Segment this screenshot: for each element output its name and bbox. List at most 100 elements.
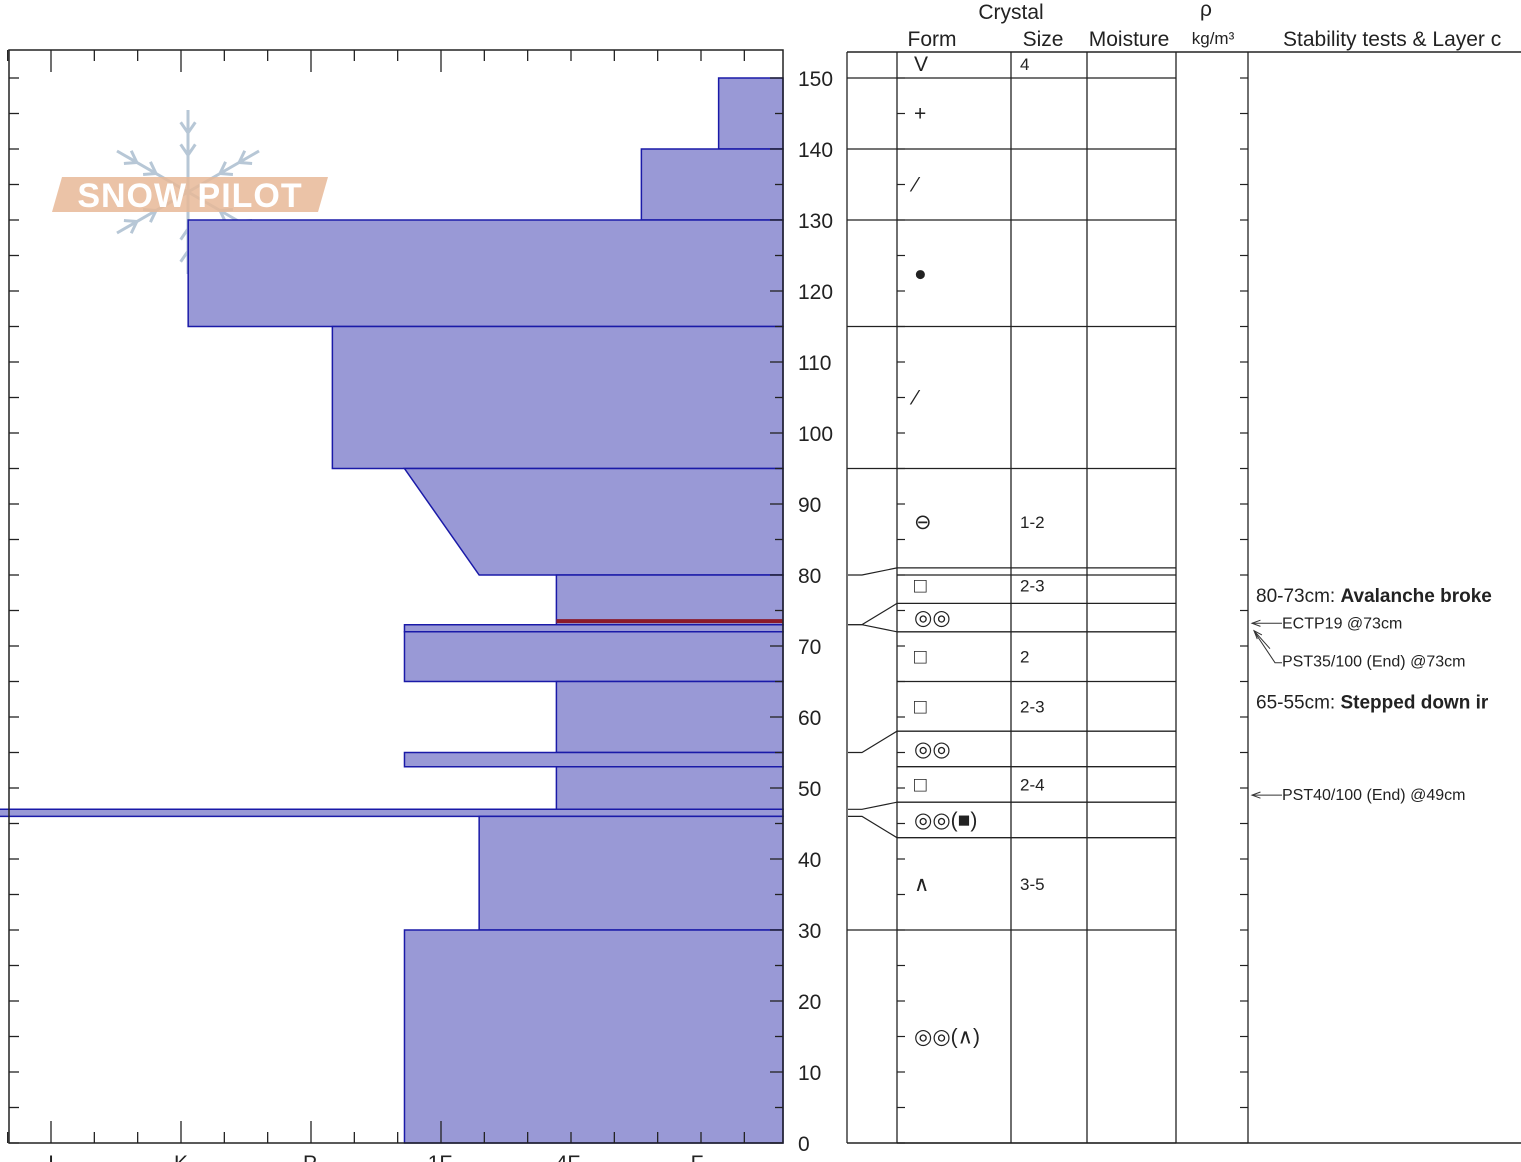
flake-branch — [237, 150, 247, 164]
test-arrow — [1253, 630, 1271, 650]
stability-test-label: ECTP19 @73cm — [1282, 615, 1402, 632]
grain-form-symbol: ⊖ — [914, 511, 932, 534]
grain-size-label: 3-5 — [1020, 875, 1045, 894]
height-tick-label: 30 — [798, 920, 821, 943]
hardness-tick-label: K — [174, 1152, 188, 1162]
grain-form-symbol: ◎◎(∧) — [914, 1026, 980, 1049]
hardness-bar — [0, 808, 784, 818]
density-unit-header: kg/m³ — [1192, 29, 1235, 48]
height-tick-label: 50 — [798, 778, 821, 801]
stability-test-label: PST40/100 (End) @49cm — [1282, 787, 1465, 804]
hardness-bar — [640, 148, 784, 221]
hardness-axis: I K P 1F 4F F — [7, 49, 784, 1162]
hardness-bars — [0, 77, 784, 1144]
flake-branch — [129, 150, 139, 164]
flake-branch — [129, 220, 139, 234]
layer-comment-text: Stepped down ir — [1340, 693, 1488, 714]
grain-form-symbol: □ — [914, 773, 927, 796]
hardness-bar — [717, 77, 784, 150]
grain-form-symbol: □ — [914, 575, 927, 598]
boundary-connector — [848, 602, 898, 626]
grain-form-symbol: □ — [914, 646, 927, 669]
grain-form-symbol: □ — [914, 695, 927, 718]
grain-size-label: 1-2 — [1020, 513, 1045, 532]
flake-branch — [186, 143, 197, 156]
table-headers: Crystal Form Size Moisture ρ kg/m³ Stabi… — [908, 0, 1502, 51]
grain-form-symbol: ◎◎ — [914, 607, 951, 630]
flake-branch — [149, 209, 158, 223]
hardness-bar — [403, 631, 784, 683]
form-header: Form — [908, 28, 957, 51]
hardness-bar — [187, 219, 784, 328]
hardness-tick-label: I — [48, 1152, 54, 1162]
grain-size-label: 2-3 — [1020, 577, 1045, 596]
hardness-bar — [331, 325, 784, 470]
flake-branch — [179, 228, 190, 241]
hardness-tick-label: F — [691, 1152, 704, 1162]
rho-header: ρ — [1200, 0, 1212, 21]
hardness-frame — [8, 49, 784, 1144]
layer-comment-range: 65-55cm: — [1256, 693, 1340, 714]
flake-branch — [239, 160, 253, 165]
grain-form-symbol: + — [914, 103, 926, 126]
crystal-header: Crystal — [978, 1, 1043, 24]
grain-size-label: 2-3 — [1020, 697, 1045, 716]
stability-test-label: PST35/100 (End) @73cm — [1282, 654, 1465, 671]
grain-form-symbol: V — [914, 53, 928, 76]
hardness-bar — [403, 467, 784, 576]
test-arrow-head — [1250, 619, 1261, 627]
grain-form-symbol: ∧ — [914, 873, 929, 896]
test-arrow-head — [1253, 629, 1263, 640]
boundary-connector — [848, 567, 898, 576]
height-tick-label: 100 — [798, 423, 833, 446]
grain-size-label: 2 — [1020, 648, 1029, 667]
flake-branch — [123, 219, 137, 224]
hardness-bar — [478, 815, 784, 931]
flake-branch — [179, 250, 190, 263]
layer-comment-range: 80-73cm: — [1256, 586, 1340, 607]
hardness-bar — [555, 680, 784, 754]
boundary-connector — [848, 624, 898, 633]
grain-size-label: 4 — [1020, 55, 1029, 74]
height-tick-label: 150 — [798, 68, 833, 91]
layer-comment-text: Avalanche broke — [1340, 586, 1491, 607]
flake-branch — [142, 172, 157, 177]
boundary-connector — [848, 730, 898, 754]
height-tick-label: 0 — [798, 1133, 810, 1156]
test-leader — [1254, 632, 1282, 664]
hardness-bar — [555, 765, 784, 811]
stability-notes: 80-73cm: Avalanche broke 65-55cm: Stepped… — [1250, 586, 1492, 804]
height-tick-label: 10 — [798, 1062, 821, 1085]
hardness-bar — [403, 929, 784, 1144]
logo-band — [52, 177, 328, 212]
grain-form-symbol: ● — [914, 262, 927, 285]
height-axis: 0 10 20 30 40 50 60 70 80 90 100 110 120 130 140 150 — [770, 68, 833, 1156]
stability-header: Stability tests & Layer c — [1283, 28, 1501, 51]
grain-form-symbol: ⁄ — [909, 174, 921, 197]
layer-table: V 4 + ⁄ ● ⁄ ⊖ 1-2 □ 2-3 ◎◎ □ 2 □ 2-3 ◎◎ □ 2-4 ◎◎(■) ∧ 3-5 ◎◎(… — [846, 51, 1521, 1144]
flake-branch — [219, 172, 234, 177]
moisture-header: Moisture — [1089, 28, 1170, 51]
grain-form-symbol: ◎◎ — [914, 738, 951, 761]
test-arrow-head — [1250, 791, 1261, 799]
grain-form-symbol: ◎◎(■) — [914, 809, 977, 832]
flake-branch — [218, 161, 227, 175]
logo-text: SNOW PILOT — [77, 177, 302, 215]
grain-size-label: 2-4 — [1020, 775, 1045, 794]
height-tick-label: 80 — [798, 565, 821, 588]
hardness-bar — [403, 623, 784, 633]
height-tick-label: 110 — [798, 352, 831, 375]
hardness-tick-label: P — [303, 1152, 317, 1162]
height-tick-label: 130 — [798, 210, 833, 233]
hardness-bar — [555, 574, 784, 626]
height-tick-label: 20 — [798, 991, 821, 1014]
height-tick-label: 90 — [798, 494, 821, 517]
hardness-tick-label: 1F — [428, 1152, 453, 1162]
boundary-connector — [848, 815, 898, 839]
layer-comment: 65-55cm: Stepped down ir — [1256, 693, 1489, 714]
height-tick-label: 40 — [798, 849, 821, 872]
height-tick-label: 70 — [798, 636, 821, 659]
boundary-connector — [848, 801, 898, 810]
flake-branch — [186, 121, 197, 134]
